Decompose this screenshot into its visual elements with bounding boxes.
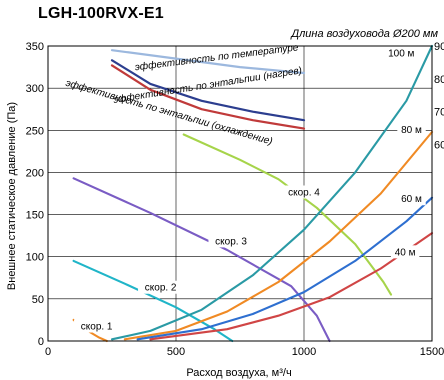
annotation-bg	[384, 46, 419, 60]
series-line	[110, 64, 306, 130]
series-line	[110, 59, 306, 122]
y-tick-label: 150	[26, 210, 44, 222]
y-tick-label: 300	[26, 83, 44, 95]
series-line	[72, 177, 331, 343]
series-line	[72, 259, 234, 343]
y-tick-label: 0	[38, 336, 44, 348]
plot-frame	[47, 45, 433, 342]
annotation-label: скор. 2	[145, 283, 177, 294]
annotation-label: скор. 3	[215, 236, 247, 247]
y2-tick-label: 90	[434, 41, 444, 53]
annotation-label: скор. 4	[288, 188, 320, 199]
y-tick-label: 50	[32, 294, 44, 306]
y2-tick-label: 80	[434, 74, 444, 86]
x-tick-label: 1500	[420, 346, 444, 358]
series-lines	[72, 44, 434, 343]
annotation-bg	[397, 192, 426, 206]
x-tick-label: 1000	[292, 346, 316, 358]
series-line	[136, 196, 434, 341]
annotation-bg	[281, 185, 327, 199]
annotation-bg	[208, 234, 254, 248]
x-tick-label: 500	[167, 346, 185, 358]
y2-tick-label: 60	[434, 139, 444, 151]
series-line	[110, 44, 434, 341]
series-line	[110, 49, 306, 75]
annotation-label: скор. 1	[81, 322, 113, 333]
annotation-label: 100 м	[388, 48, 414, 59]
series-line	[182, 133, 393, 296]
annotation-label: 60 м	[401, 194, 422, 205]
y-tick-label: 200	[26, 167, 44, 179]
series-line	[149, 232, 434, 341]
annotation-bg	[138, 280, 184, 294]
x-tick-label: 0	[45, 346, 51, 358]
chart-subtitle: Длина воздуховода Ø200 мм	[291, 28, 438, 40]
y2-tick-label: 70	[434, 107, 444, 119]
annotation-label: 40 м	[395, 247, 416, 258]
y-tick-label: 100	[26, 252, 44, 264]
series-line	[123, 130, 434, 341]
annotation-bg	[74, 319, 120, 333]
x-axis-label: Расход воздуха, м³/ч	[186, 367, 291, 379]
y-axis-label: Внешнее статическое давление (Па)	[6, 102, 18, 290]
series-labels: эффективность по температуреэффективност…	[64, 41, 426, 333]
axis-ticks: 0 50 100 150 200 250 300 350 0 500 1000 1500 90 80 70 6…	[26, 41, 444, 358]
annotation-label: 80 м	[401, 125, 422, 136]
chart-title: LGH-100RVX-E1	[38, 5, 164, 22]
annotation-bg	[390, 245, 420, 259]
annotation-bg	[397, 123, 426, 137]
y-tick-label: 250	[26, 125, 44, 137]
y-tick-label: 350	[26, 41, 44, 53]
